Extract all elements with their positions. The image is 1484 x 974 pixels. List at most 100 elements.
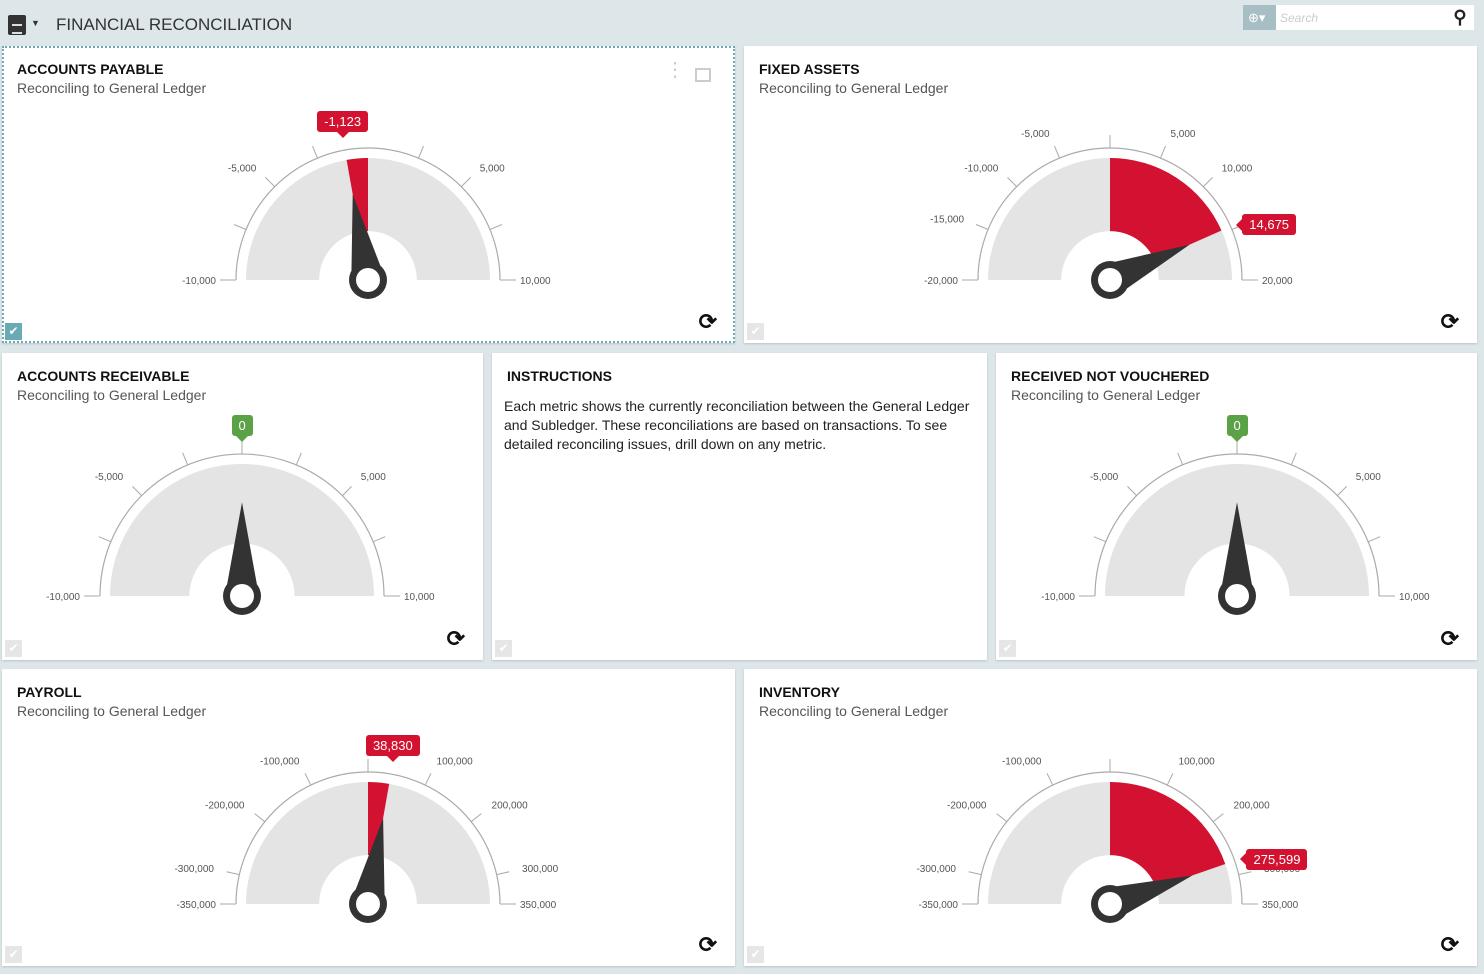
menu-dropdown-caret[interactable]: ▼ (31, 18, 40, 28)
gauge-tick-label: 100,000 (1179, 757, 1216, 768)
gauge-tick (1093, 536, 1107, 543)
gauge-tick-label: 300,000 (522, 864, 559, 875)
gauge-tick (1290, 452, 1297, 466)
gauge-tick (470, 813, 482, 823)
metric-panel-payroll[interactable]: PAYROLL Reconciling to General Ledger ✔ ⟳ -3… (2, 669, 735, 966)
gauge-tick (265, 177, 276, 188)
gauge-needle-hub-center (356, 268, 380, 292)
panel-subtitle: Reconciling to General Ledger (759, 80, 949, 96)
search-icon[interactable]: ⚲ (1453, 7, 1467, 27)
gauge-tick (1177, 452, 1184, 466)
search-input[interactable] (1276, 5, 1446, 30)
value-badge: 275,599 (1240, 848, 1308, 870)
gauge-tick (312, 145, 318, 159)
gauge-tick-label: -15,000 (930, 215, 964, 226)
gauge-tick (418, 145, 424, 159)
gauge-tick (254, 813, 266, 823)
select-checkbox[interactable]: ✔ (999, 640, 1016, 657)
gauge-tick-label: -10,000 (964, 163, 998, 174)
refresh-icon[interactable]: ⟳ (1440, 626, 1459, 651)
top-bar: ▼ FINANCIAL RECONCILIATION ⊕▾ ⚲ (0, 0, 1484, 45)
refresh-icon[interactable]: ⟳ (698, 932, 717, 957)
metric-panel-accounts-payable[interactable]: ⋮ ACCOUNTS PAYABLE Reconciling to General… (2, 46, 735, 343)
select-checkbox[interactable]: ✔ (5, 946, 22, 963)
gauge-tick-label: 350,000 (520, 900, 557, 911)
gauge-chart: -350,000 -300,000 -200,000 -100,000 100,000 2… (916, 757, 1301, 923)
gauge-tick (968, 871, 982, 876)
dashboard-menu-icon[interactable] (8, 15, 26, 35)
select-checkbox[interactable]: ✔ (5, 640, 22, 657)
refresh-icon[interactable]: ⟳ (446, 626, 465, 651)
gauge-outer-arc (1094, 453, 1380, 597)
gauge-needle-hub-center (356, 892, 380, 916)
gauge-chart: -10,000 -5,000 5,000 10,000 (182, 145, 551, 299)
value-badge: 14,675 (1236, 214, 1297, 236)
gauge-needle (1220, 502, 1254, 596)
instructions-title: INSTRUCTIONS (507, 368, 612, 384)
gauge-needle (351, 194, 385, 283)
gauge-tick (1238, 871, 1252, 876)
panel-title: PAYROLL (17, 684, 82, 700)
gauge-tick-label: 5,000 (1170, 129, 1195, 140)
refresh-icon[interactable]: ⟳ (1440, 932, 1459, 957)
expand-icon[interactable] (695, 68, 711, 82)
gauge-tick-label: -20,000 (924, 276, 958, 287)
gauge-tick-label: -200,000 (205, 800, 245, 811)
gauge-tick-label: -350,000 (919, 900, 959, 911)
gauge-tick-label: -200,000 (947, 800, 987, 811)
gauge-tick-label: 5,000 (480, 163, 505, 174)
panel-subtitle: Reconciling to General Ledger (759, 703, 949, 719)
panel-title: ACCOUNTS PAYABLE (17, 61, 164, 77)
select-checkbox[interactable]: ✔ (747, 946, 764, 963)
gauge-outer-arc (99, 453, 385, 597)
gauge-tick (1046, 773, 1054, 786)
gauge-tick (496, 871, 510, 876)
refresh-icon[interactable]: ⟳ (1440, 309, 1459, 334)
gauge-tick-label: 200,000 (1234, 800, 1271, 811)
gauge-needle (351, 818, 385, 907)
gauge-tick-label: 20,000 (1262, 276, 1293, 287)
gauge-tick-label: 350,000 (1262, 900, 1299, 911)
globe-icon[interactable]: ⊕▾ (1243, 5, 1276, 30)
select-checkbox[interactable]: ✔ (495, 640, 512, 657)
metric-panel-inventory[interactable]: INVENTORY Reconciling to General Ledger ✔ ⟳… (744, 669, 1477, 966)
refresh-icon[interactable]: ⟳ (698, 309, 717, 334)
gauge-needle-hub-center (1098, 268, 1122, 292)
gauge-chart: -20,000 -15,000 -10,000 -5,000 5,000 10,000 20… (924, 129, 1293, 299)
gauge-tick (1367, 536, 1381, 543)
gauge-value-fill (368, 782, 390, 856)
gauge-tick-label: -300,000 (916, 864, 956, 875)
gauge-tick-label: -10,000 (46, 592, 80, 603)
gauge-needle-hub-center (1225, 584, 1249, 608)
gauge-needle-hub-center (1098, 892, 1122, 916)
gauge-tick (1202, 177, 1213, 188)
panel-subtitle: Reconciling to General Ledger (17, 387, 207, 403)
gauge-tick-label: 10,000 (1399, 592, 1430, 603)
gauge-tick-label: -5,000 (1090, 472, 1119, 483)
instructions-panel: INSTRUCTIONS Each metric shows the curre… (492, 353, 987, 660)
panel-title: ACCOUNTS RECEIVABLE (17, 368, 190, 384)
gauge-tick (1127, 486, 1137, 496)
gauge-tick (295, 452, 302, 466)
gauge-tick (372, 536, 386, 543)
gauge-tick (98, 536, 112, 543)
gauge-tick (1054, 145, 1060, 159)
select-checkbox[interactable]: ✔ (747, 323, 764, 340)
metric-panel-received-not-vouchered[interactable]: RECEIVED NOT VOUCHERED Reconciling to Gen… (996, 353, 1477, 660)
panel-title: FIXED ASSETS (759, 61, 860, 77)
gauge-tick (342, 486, 352, 496)
panel-title: RECEIVED NOT VOUCHERED (1011, 368, 1210, 384)
gauge-tick (226, 871, 240, 876)
value-badge: 0 (231, 415, 253, 442)
gauge-tick-label: 5,000 (1356, 472, 1381, 483)
gauge-tick (424, 773, 432, 786)
gauge-tick-label: 100,000 (437, 757, 474, 768)
gauge-needle (225, 502, 259, 596)
value-badge: 38,830 (365, 735, 420, 763)
gauge-tick (1337, 486, 1347, 496)
gauge-tick-label: 10,000 (520, 276, 551, 287)
select-checkbox[interactable]: ✔ (5, 323, 22, 340)
metric-panel-accounts-receivable[interactable]: ACCOUNTS RECEIVABLE Reconciling to Genera… (2, 353, 483, 660)
metric-panel-fixed-assets[interactable]: FIXED ASSETS Reconciling to General Ledge… (744, 46, 1477, 343)
value-badge: -1,123 (317, 111, 369, 139)
